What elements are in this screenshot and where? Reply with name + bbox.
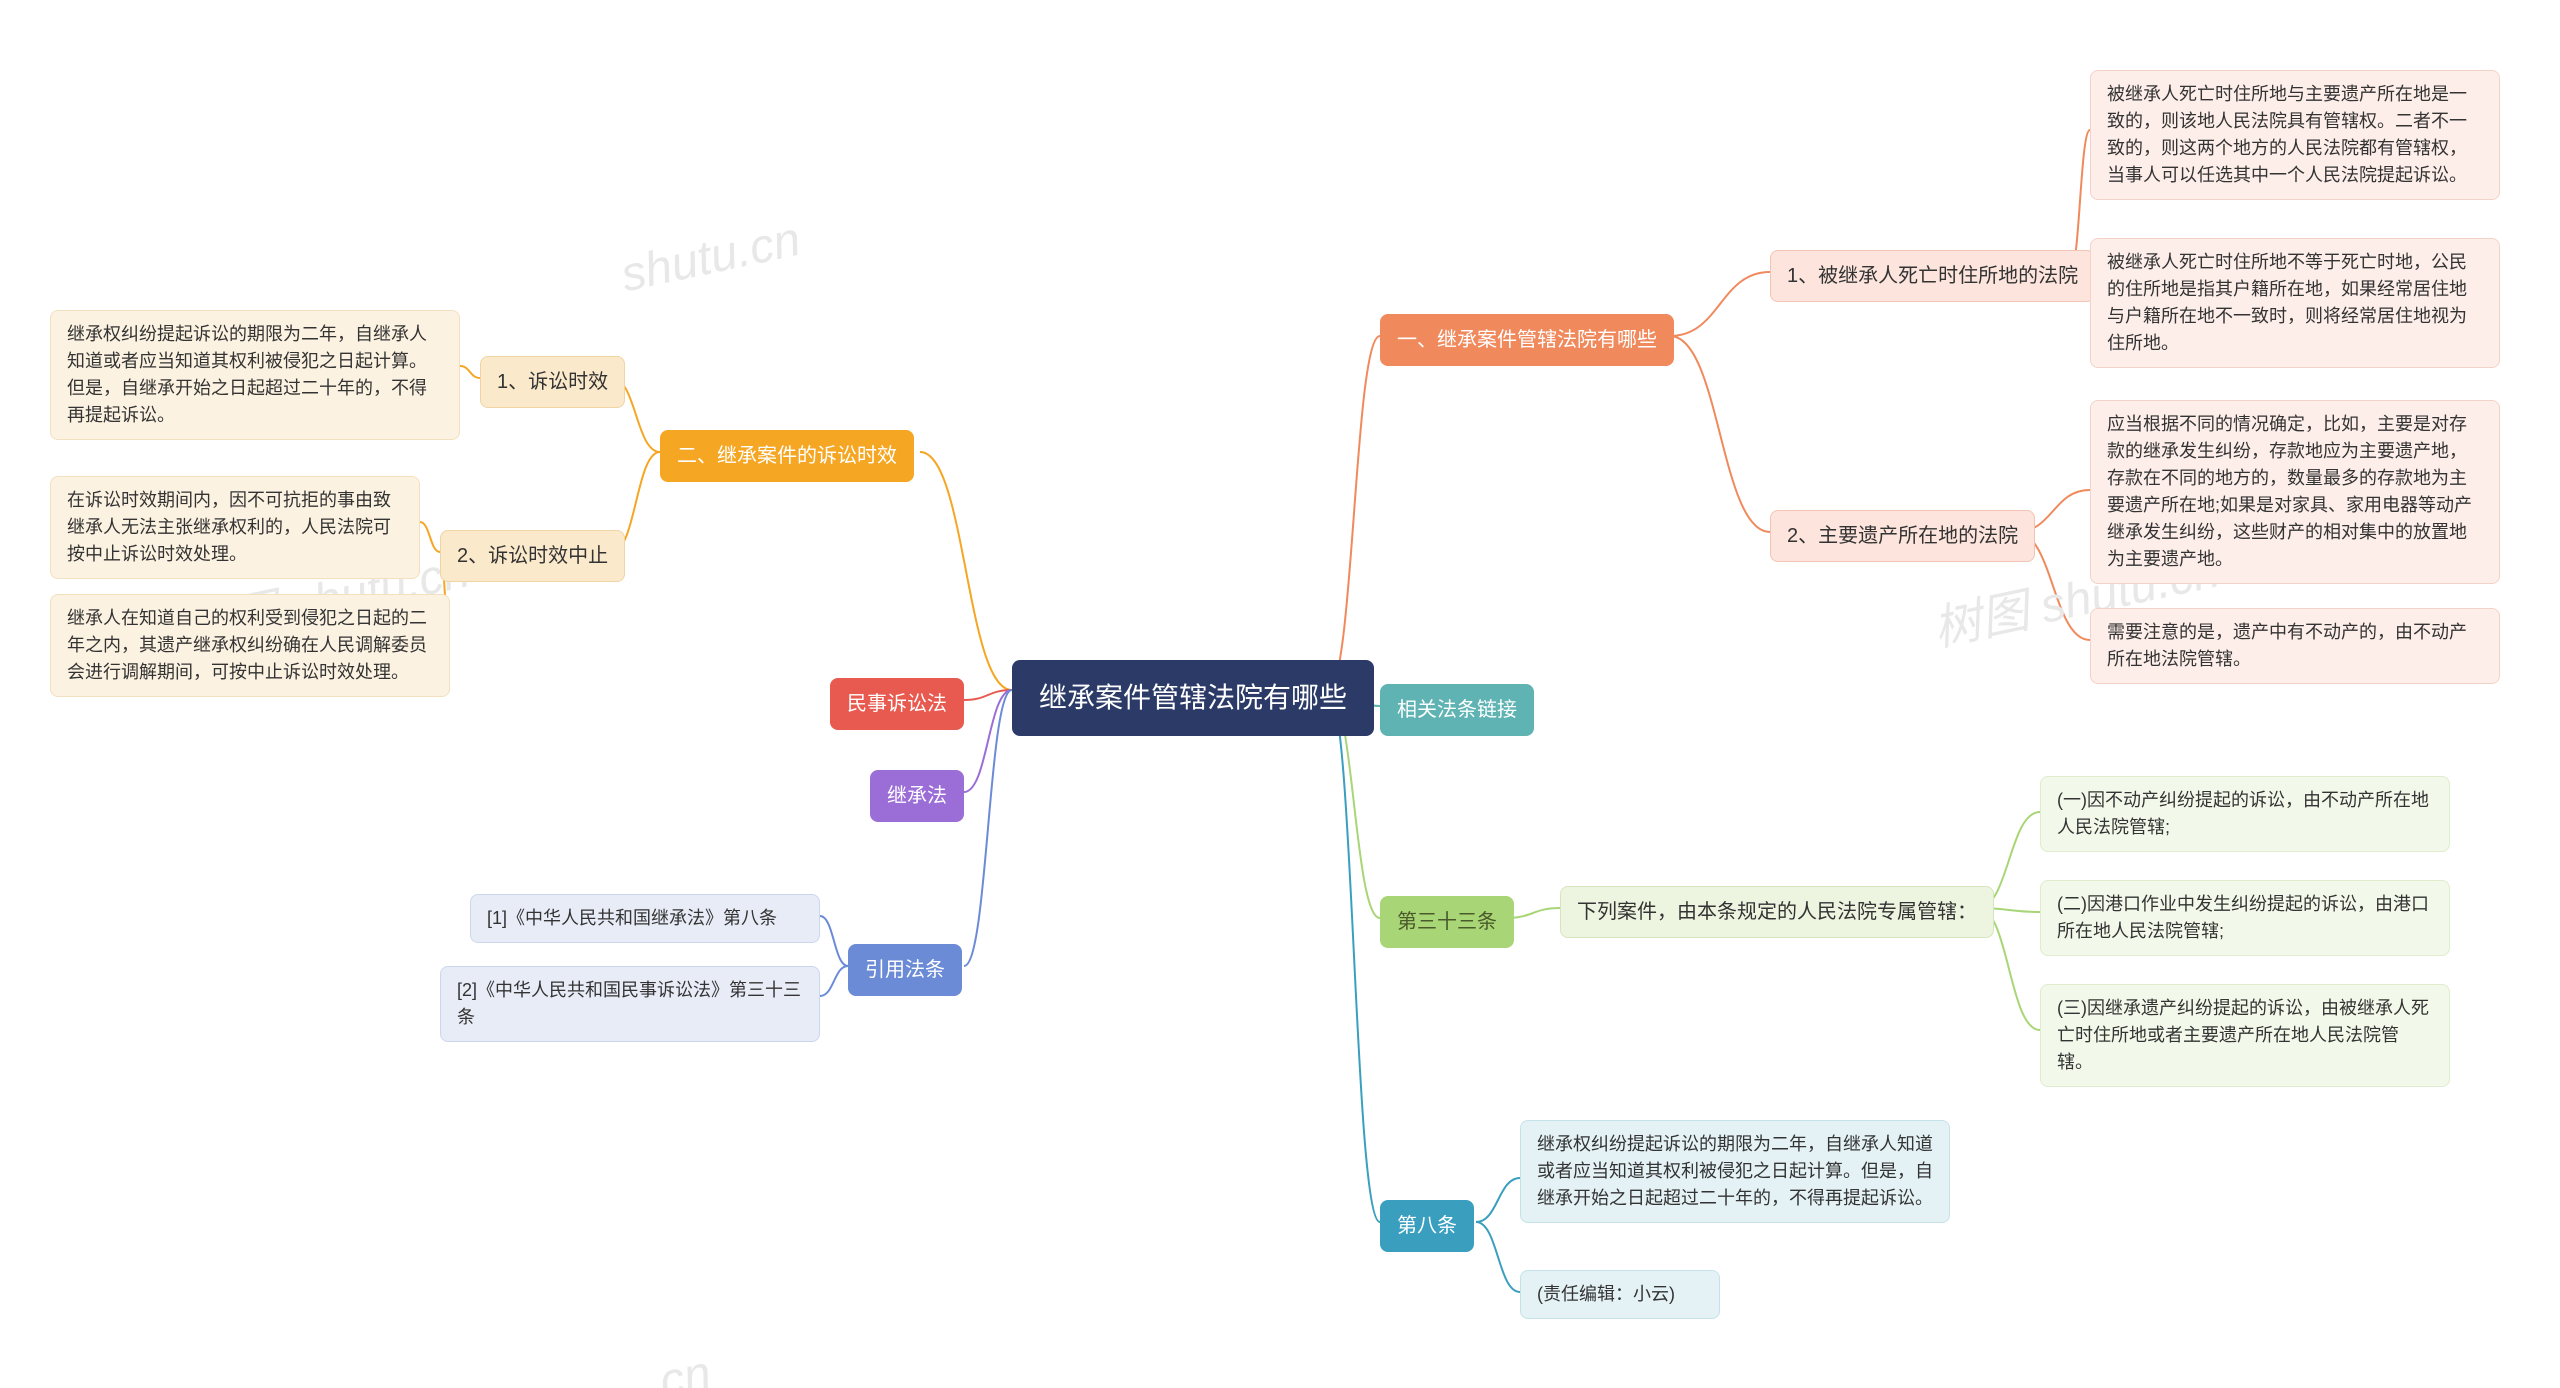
leaf-l1-c1-0: 继承权纠纷提起诉讼的期限为二年，自继承人知道或者应当知道其权利被侵犯之日起计算。…: [50, 310, 460, 440]
leaf-r1-c1-1: 被继承人死亡时住所地不等于死亡时地，公民的住所地是指其户籍所在地，如果经常居住地…: [2090, 238, 2500, 368]
branch-l1-c2[interactable]: 2、诉讼时效中止: [440, 530, 625, 582]
leaf-r3-c1-2: (三)因继承遗产纠纷提起的诉讼，由被继承人死亡时住所地或者主要遗产所在地人民法院…: [2040, 984, 2450, 1087]
leaf-r1-c2-0: 应当根据不同的情况确定，比如，主要是对存款的继承发生纠纷，存款地应为主要遗产地，…: [2090, 400, 2500, 584]
watermark: cn: [655, 1345, 716, 1388]
branch-l4[interactable]: 引用法条: [848, 944, 962, 996]
leaf-r1-c2-1: 需要注意的是，遗产中有不动产的，由不动产所在地法院管辖。: [2090, 608, 2500, 684]
branch-r3-c1[interactable]: 下列案件，由本条规定的人民法院专属管辖：: [1560, 886, 1994, 938]
leaf-l1-c2-1: 继承人在知道自己的权利受到侵犯之日起的二年之内，其遗产继承权纠纷确在人民调解委员…: [50, 594, 450, 697]
branch-r1[interactable]: 一、继承案件管辖法院有哪些: [1380, 314, 1674, 366]
root-node[interactable]: 继承案件管辖法院有哪些: [1012, 660, 1374, 736]
leaf-r1-c1-0: 被继承人死亡时住所地与主要遗产所在地是一致的，则该地人民法院具有管辖权。二者不一…: [2090, 70, 2500, 200]
branch-l3[interactable]: 继承法: [870, 770, 964, 822]
leaf-r4-1: (责任编辑：小云): [1520, 1270, 1720, 1319]
leaf-l1-c2-0: 在诉讼时效期间内，因不可抗拒的事由致继承人无法主张继承权利的，人民法院可按中止诉…: [50, 476, 420, 579]
branch-r3[interactable]: 第三十三条: [1380, 896, 1514, 948]
branch-l1[interactable]: 二、继承案件的诉讼时效: [660, 430, 914, 482]
branch-r1-c1[interactable]: 1、被继承人死亡时住所地的法院: [1770, 250, 2095, 302]
leaf-r3-c1-1: (二)因港口作业中发生纠纷提起的诉讼，由港口所在地人民法院管辖;: [2040, 880, 2450, 956]
branch-l2[interactable]: 民事诉讼法: [830, 678, 964, 730]
leaf-l4-0: [1]《中华人民共和国继承法》第八条: [470, 894, 820, 943]
branch-r1-c2[interactable]: 2、主要遗产所在地的法院: [1770, 510, 2035, 562]
branch-l1-c1[interactable]: 1、诉讼时效: [480, 356, 625, 408]
mindmap-canvas: 树图 shutu.cn shutu.cn 树图 shutu.cn cn 继承案件…: [0, 0, 2560, 1388]
branch-r2[interactable]: 相关法条链接: [1380, 684, 1534, 736]
leaf-r3-c1-0: (一)因不动产纠纷提起的诉讼，由不动产所在地人民法院管辖;: [2040, 776, 2450, 852]
watermark: shutu.cn: [616, 212, 805, 304]
leaf-l4-1: [2]《中华人民共和国民事诉讼法》第三十三条: [440, 966, 820, 1042]
leaf-r4-0: 继承权纠纷提起诉讼的期限为二年，自继承人知道或者应当知道其权利被侵犯之日起计算。…: [1520, 1120, 1950, 1223]
branch-r4[interactable]: 第八条: [1380, 1200, 1474, 1252]
